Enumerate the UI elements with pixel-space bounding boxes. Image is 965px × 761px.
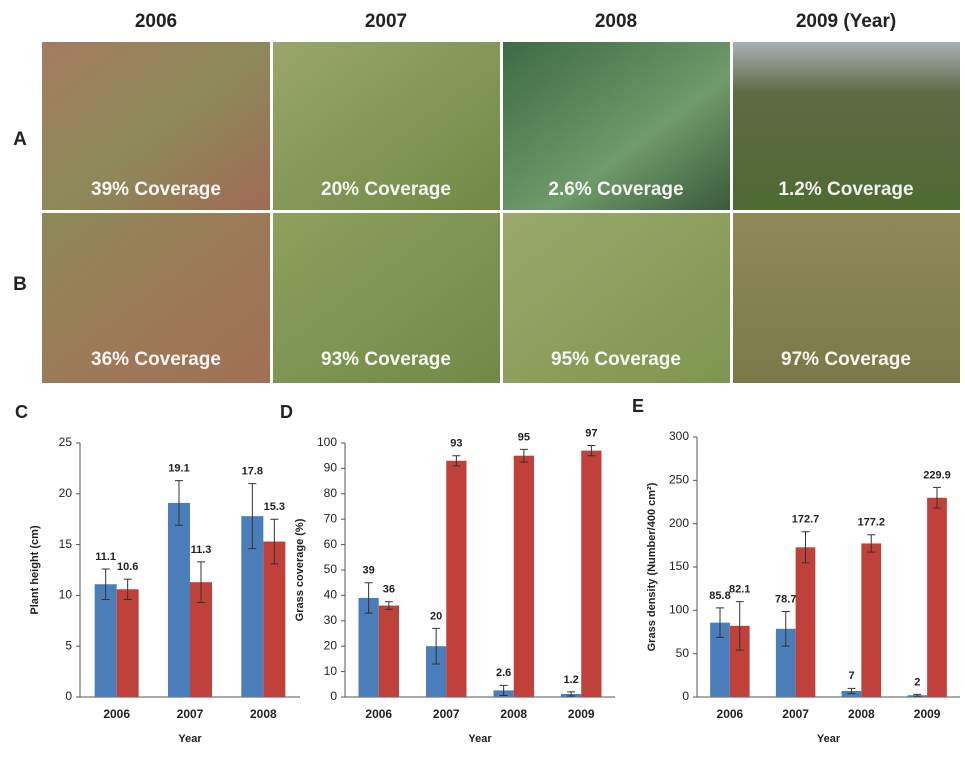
bar: [581, 451, 601, 697]
value-label: 78.7: [775, 593, 796, 605]
bar: [168, 503, 190, 697]
y-tick-label: 15: [59, 537, 73, 551]
y-tick-label: 250: [669, 473, 689, 487]
panel-label: E: [632, 396, 644, 416]
y-tick-label: 25: [59, 435, 73, 449]
value-label: 20: [430, 610, 442, 622]
y-tick-label: 20: [324, 638, 338, 652]
value-label: 177.2: [857, 517, 885, 529]
value-label: 172.7: [792, 514, 820, 526]
y-tick-label: 200: [669, 516, 689, 530]
value-label: 39: [363, 565, 375, 577]
value-label: 2: [914, 676, 920, 688]
column-header: 2007: [365, 11, 407, 32]
value-label: 7: [848, 670, 854, 682]
panel-label: C: [15, 402, 28, 422]
x-tick-label: 2007: [433, 707, 460, 721]
bar: [95, 584, 117, 697]
value-label: 2.6: [496, 667, 511, 679]
y-axis-label: Grass density (Number/400 cm²): [646, 482, 658, 651]
value-label: 93: [450, 438, 462, 450]
photo-caption: 97% Coverage: [781, 349, 911, 370]
value-label: 11.1: [95, 551, 116, 563]
x-axis-label: Year: [178, 733, 202, 745]
y-tick-label: 0: [330, 689, 337, 703]
value-label: 1.2: [563, 674, 578, 686]
value-label: 97: [585, 427, 597, 439]
value-label: 17.8: [242, 466, 263, 478]
photo-caption: 93% Coverage: [321, 349, 451, 370]
photo-caption: 1.2% Coverage: [778, 179, 913, 200]
y-tick-label: 150: [669, 559, 689, 573]
y-tick-label: 60: [324, 537, 338, 551]
bar: [263, 542, 285, 697]
y-tick-label: 5: [65, 638, 72, 652]
value-label: 11.3: [191, 544, 212, 556]
x-tick-label: 2008: [500, 707, 527, 721]
column-header: 2008: [595, 11, 637, 32]
y-axis-label: Plant height (cm): [29, 525, 41, 615]
y-tick-label: 0: [65, 689, 72, 703]
x-tick-label: 2009: [568, 707, 595, 721]
x-tick-label: 2009: [914, 707, 941, 721]
bar: [796, 547, 816, 697]
y-tick-label: 30: [324, 613, 338, 627]
y-tick-label: 100: [669, 603, 689, 617]
bar: [861, 543, 881, 697]
bar: [446, 461, 466, 697]
y-tick-label: 300: [669, 429, 689, 443]
photo-grid: 2006 2007 2008 2009 (Year) A B 39% Cover…: [13, 11, 960, 383]
photo-caption: 36% Coverage: [91, 349, 221, 370]
y-tick-label: 0: [682, 689, 689, 703]
y-tick-label: 10: [324, 664, 338, 678]
y-tick-label: 100: [317, 435, 337, 449]
value-label: 82.1: [729, 583, 750, 595]
photo-caption: 95% Coverage: [551, 349, 681, 370]
x-tick-label: 2006: [365, 707, 392, 721]
column-header: 2006: [135, 11, 177, 32]
photo-caption: 20% Coverage: [321, 179, 451, 200]
x-tick-label: 2006: [717, 707, 744, 721]
x-tick-label: 2006: [103, 707, 130, 721]
y-tick-label: 50: [676, 646, 690, 660]
figure: 2006 2007 2008 2009 (Year) A B 39% Cover…: [0, 0, 965, 761]
value-label: 15.3: [264, 501, 285, 513]
y-tick-label: 40: [324, 588, 338, 602]
y-tick-label: 20: [59, 486, 73, 500]
x-tick-label: 2007: [782, 707, 809, 721]
y-tick-label: 90: [324, 461, 338, 475]
bar: [117, 589, 139, 697]
panel-label: D: [280, 402, 293, 422]
row-label: B: [13, 274, 27, 295]
bar: [379, 606, 399, 697]
bar: [514, 456, 534, 697]
y-tick-label: 70: [324, 511, 338, 525]
column-header: 2009 (Year): [796, 11, 896, 32]
y-tick-label: 10: [59, 588, 73, 602]
value-label: 19.1: [168, 462, 189, 474]
row-label: A: [13, 129, 27, 150]
value-label: 10.6: [117, 561, 138, 573]
x-tick-label: 2008: [250, 707, 277, 721]
photo-caption: 39% Coverage: [91, 179, 221, 200]
value-label: 85.8: [709, 590, 730, 602]
value-label: 36: [383, 584, 395, 596]
photo-caption: 2.6% Coverage: [548, 179, 683, 200]
bar: [927, 498, 947, 697]
x-axis-label: Year: [468, 733, 492, 745]
x-tick-label: 2008: [848, 707, 875, 721]
y-tick-label: 80: [324, 486, 338, 500]
value-label: 95: [518, 431, 530, 443]
y-tick-label: 50: [324, 562, 338, 576]
y-axis-label: Grass coverage (%): [294, 518, 306, 621]
value-label: 229.9: [923, 469, 951, 481]
x-axis-label: Year: [817, 733, 841, 745]
x-tick-label: 2007: [177, 707, 204, 721]
